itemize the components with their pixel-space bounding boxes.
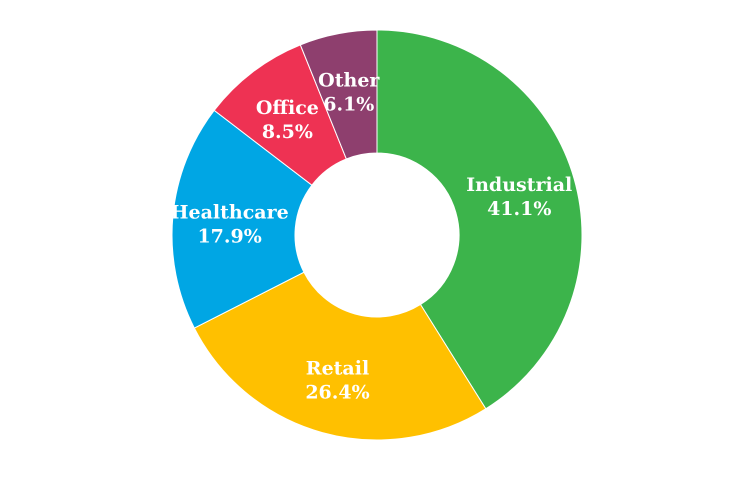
slice-industrial <box>376 29 583 410</box>
slice-label-retail: Retail 26.4% <box>305 358 369 404</box>
slice-label-office: Office 8.5% <box>256 97 319 143</box>
donut-slices <box>171 29 583 441</box>
slice-label-other: Other 6.1% <box>318 70 380 116</box>
slice-category-healthcare: Healthcare <box>171 202 289 224</box>
slice-category-retail: Retail <box>306 358 369 380</box>
slice-other <box>299 29 378 160</box>
slice-percent-industrial: 41.1% <box>487 198 551 220</box>
slice-percent-office: 8.5% <box>262 121 313 143</box>
slice-label-healthcare: Healthcare 17.9% <box>171 202 289 248</box>
slice-category-other: Other <box>318 70 380 92</box>
slice-percent-other: 6.1% <box>323 94 374 116</box>
slice-category-industrial: Industrial <box>466 174 572 196</box>
slice-label-industrial: Industrial 41.1% <box>466 174 572 220</box>
slice-retail <box>193 271 487 441</box>
slice-percent-retail: 26.4% <box>305 382 369 404</box>
slice-healthcare <box>171 109 313 329</box>
donut-labels: Industrial 41.1% Retail 26.4% Healthcare 17.9… <box>171 70 573 404</box>
slice-percent-healthcare: 17.9% <box>197 226 261 248</box>
slice-category-office: Office <box>256 97 319 119</box>
